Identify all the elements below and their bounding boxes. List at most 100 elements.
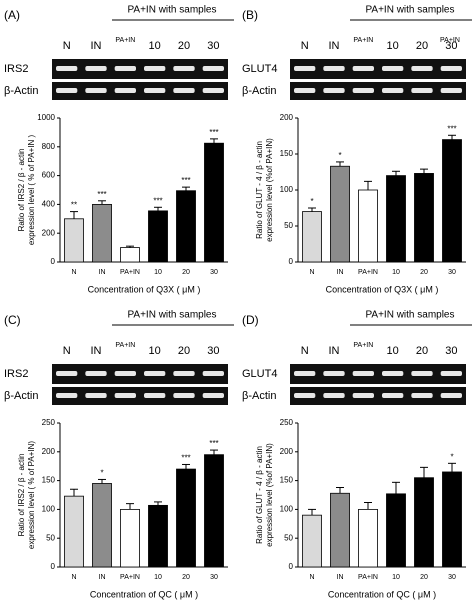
lane-label: N xyxy=(301,345,309,357)
x-tick-label: PA+IN xyxy=(120,574,140,581)
blot-row-label: IRS2 xyxy=(4,63,28,75)
blot-band xyxy=(440,393,462,398)
x-tick-label: N xyxy=(309,574,314,581)
y-tick-label: 150 xyxy=(280,149,294,158)
bar xyxy=(148,504,168,568)
blot-image xyxy=(52,387,228,405)
blot-band xyxy=(114,393,136,398)
blot-image xyxy=(52,82,228,100)
x-tick-label: PA+IN xyxy=(358,269,378,276)
blot-group-label: PA+IN with samples xyxy=(127,310,216,321)
blot-band xyxy=(352,393,374,398)
blot-image xyxy=(290,364,466,384)
y-tick-label: 50 xyxy=(284,533,293,542)
significance: * xyxy=(100,469,103,478)
x-tick-label: N xyxy=(71,574,76,581)
blot-row-label: GLUT4 xyxy=(242,63,277,75)
y-tick-label: 0 xyxy=(289,562,294,571)
significance: *** xyxy=(209,439,218,448)
x-tick-label: 10 xyxy=(392,574,400,581)
blot-band xyxy=(323,393,345,398)
y-axis-label: Ratio of GLUT - 4 / β - actin expression … xyxy=(255,138,274,242)
panel-label: (B) xyxy=(242,8,258,22)
lane-label: 20 xyxy=(416,40,428,52)
blot-band xyxy=(294,371,316,376)
significance: * xyxy=(338,151,341,160)
blot-band xyxy=(114,371,136,376)
bar xyxy=(358,189,378,263)
blot-band xyxy=(411,371,433,376)
blot-band xyxy=(411,88,433,93)
x-axis-label: Concentration of Q3X ( μM ) xyxy=(326,284,439,294)
bar xyxy=(302,211,322,263)
blot-band xyxy=(411,393,433,398)
bar xyxy=(204,454,224,568)
blot-image xyxy=(52,59,228,79)
lane-label: IN xyxy=(91,40,102,52)
bar xyxy=(92,203,112,263)
blot-band xyxy=(173,66,195,71)
blot-band xyxy=(440,88,462,93)
bar xyxy=(386,175,406,263)
blot-image xyxy=(290,59,466,79)
y-tick-label: 50 xyxy=(284,221,293,230)
blot-band xyxy=(173,371,195,376)
bar xyxy=(414,477,434,568)
bar xyxy=(386,493,406,568)
blot-image xyxy=(52,364,228,384)
lane-label: 30 xyxy=(207,40,219,52)
lane-label: N xyxy=(63,345,71,357)
x-tick-label: 10 xyxy=(154,269,162,276)
bar xyxy=(442,471,462,568)
x-tick-label: 20 xyxy=(182,574,190,581)
y-tick-label: 200 xyxy=(42,228,56,237)
lane-label: 20 xyxy=(178,40,190,52)
bar xyxy=(442,139,462,263)
y-tick-label: 100 xyxy=(280,505,294,514)
lane-label: IN xyxy=(91,345,102,357)
y-tick-label: 250 xyxy=(42,418,56,427)
blot-band xyxy=(85,66,107,71)
y-tick-label: 0 xyxy=(51,562,56,571)
y-tick-label: 1000 xyxy=(37,113,55,122)
x-tick-label: 20 xyxy=(420,574,428,581)
significance: *** xyxy=(209,128,218,137)
blot-row-label: β-Actin xyxy=(4,390,38,402)
x-tick-label: 10 xyxy=(154,574,162,581)
blot-band xyxy=(382,371,404,376)
lane-label: IN xyxy=(329,40,340,52)
blot-band xyxy=(114,66,136,71)
lane-label: 30 xyxy=(207,345,219,357)
x-tick-label: 30 xyxy=(210,574,218,581)
y-axis-label-line: Ratio of GLUT - 4 / β - actin xyxy=(255,446,264,544)
blot-band xyxy=(382,393,404,398)
lane-label: IN xyxy=(329,345,340,357)
bar xyxy=(358,508,378,568)
blot-band xyxy=(56,66,78,71)
bar xyxy=(148,210,168,263)
bar xyxy=(330,492,350,568)
significance: *** xyxy=(181,176,190,185)
significance: ** xyxy=(71,201,77,210)
blot-band xyxy=(294,88,316,93)
y-tick-label: 100 xyxy=(280,185,294,194)
y-axis-label: Ratio of GLUT - 4 / β - actin expression … xyxy=(255,443,274,547)
lane-label: PA+IN xyxy=(115,342,135,349)
significance: *** xyxy=(447,124,456,133)
blot-band xyxy=(352,88,374,93)
lane-label: PA+IN xyxy=(115,37,135,44)
blot-band xyxy=(202,88,224,93)
significance: *** xyxy=(181,454,190,463)
y-axis-label-line: expression level (%of PA+IN) xyxy=(265,138,274,242)
y-axis-label-line: expression level (%of PA+IN) xyxy=(265,443,274,547)
lane-label: 20 xyxy=(416,345,428,357)
blot-band xyxy=(114,88,136,93)
lane-label: 30 xyxy=(445,345,457,357)
bar xyxy=(120,508,140,568)
blot-band xyxy=(323,88,345,93)
lane-label: 10 xyxy=(387,345,399,357)
blot-band xyxy=(85,371,107,376)
lane-label: 10 xyxy=(149,345,161,357)
bar xyxy=(92,483,112,568)
